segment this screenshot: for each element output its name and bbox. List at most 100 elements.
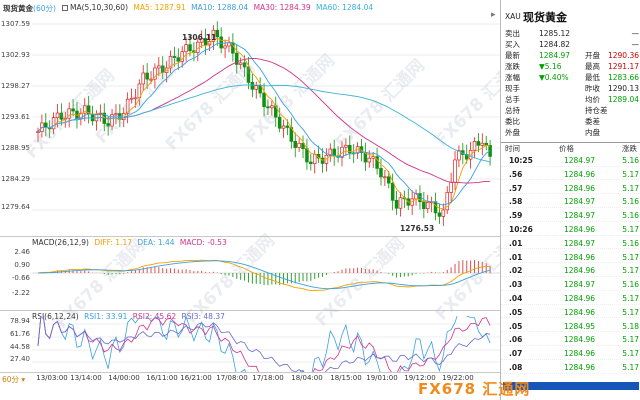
quote-label: 开盘 [585,51,600,60]
trade-change: 5.17 [622,294,639,303]
candle [348,144,352,154]
trade-time: .05 [509,307,523,317]
collapse-icon[interactable]: ▸ [491,10,496,20]
price-tick: 1284.29 [1,175,30,183]
low-annotation: 1276.53 [400,224,435,233]
trade-price: 1284.96 [563,307,595,317]
quote-row: 卖出 1285.12 — [501,29,640,39]
trade-change: 5.16 [622,238,639,248]
quote-row: 委比 委差 [501,117,640,127]
candle [188,44,192,52]
quote-label: 外盘 [505,128,520,137]
trade-list[interactable]: 10:25 1284.97 5.16 .56 1284.96 5.17 .57 1284.96… [501,156,640,380]
trade-price: 1284.96 [563,169,595,179]
rsi-chart[interactable] [32,316,500,372]
panel-header: XAU 现货黄金 ▸ [491,0,640,28]
trade-row[interactable]: .08 1284.96 5.17 [501,363,640,374]
trade-row[interactable]: 10:26 1284.96 5.17 [501,225,640,236]
candle [398,197,403,209]
time-tick: 18/15:00 [330,374,362,382]
candle [207,41,212,46]
quote-value: 1289.04 [607,95,639,104]
ma-checkbox-icon[interactable] [62,5,68,11]
trade-row[interactable]: .03 1284.97 5.16 [501,280,640,291]
trade-row[interactable]: .01 1284.96 5.17 [501,253,640,264]
quote-label: 买入 [505,40,520,49]
trade-header-row: 时间 价格 涨跌 [501,144,640,154]
ma-legend: MA(5,10,30,60) MA5: 1287.91 MA10: 1288.0… [70,3,373,12]
rsi-line [37,316,491,372]
quote-label: 内盘 [585,128,600,137]
price-tick: 1279.64 [1,203,30,211]
quote-row: 最新 1284.97 开盘 1290.36 [501,51,640,61]
trade-price: 1284.96 [563,335,595,345]
quote-row: 总手 均价 1289.04 [501,95,640,105]
trade-row[interactable]: .56 1284.96 5.17 [501,170,640,181]
divider [0,236,500,237]
trade-row[interactable]: .06 1284.96 5.17 [501,335,640,347]
candle [312,153,317,165]
trade-row[interactable]: .05 1284.96 5.17 [501,308,640,319]
divider [0,372,500,373]
candle [219,36,223,49]
quote-row: 买入 1284.82 — [501,40,640,50]
trade-row[interactable]: .57 1284.96 5.17 [501,184,640,195]
candle [445,192,449,211]
candle [301,142,305,149]
scrollbar[interactable] [503,382,639,390]
candle [199,38,204,43]
candle [242,62,247,68]
diff-line [37,259,491,291]
candle [172,56,177,58]
trade-row[interactable]: .02 1284.96 5.17 [501,266,640,278]
rsi-line [37,316,491,372]
candle [375,156,379,169]
trade-row[interactable]: .59 1284.97 5.16 [501,211,640,222]
high-annotation: 1306.11 [182,33,217,42]
time-tick: 16/11:00 [146,374,178,382]
quote-value: 1284.82 [539,40,571,49]
trade-time: .08 [509,363,523,372]
trade-time: .57 [509,183,523,193]
candle [235,52,239,65]
trade-row[interactable]: .58 1284.97 5.16 [501,197,640,209]
candlestick-chart[interactable] [32,16,500,234]
macd-diff: DIFF: 1.17 [94,238,133,247]
candle [457,150,461,161]
macd-chart[interactable] [32,246,500,308]
candle [293,140,297,148]
trade-time: .01 [509,252,523,262]
rsi2-value: RSI2: 45.62 [132,312,177,321]
chart-area[interactable]: 现货黄金(60分) MA(5,10,30,60) MA5: 1287.91 MA… [0,0,529,400]
divider [501,142,640,143]
candle [110,114,114,127]
quote-row: 外盘 内盘 [501,128,640,138]
trade-row[interactable]: .01 1284.97 5.16 [501,239,640,250]
candle [227,42,231,47]
period-label[interactable]: 60分 [35,4,53,13]
candle [266,106,270,109]
trade-change: 5.17 [622,183,639,193]
trade-row[interactable]: .07 1284.96 5.17 [501,349,640,360]
trade-price: 1284.96 [563,266,595,276]
trade-row[interactable]: 10:25 1284.97 5.16 [501,156,640,167]
trade-row[interactable]: .04 1284.96 5.17 [501,294,640,305]
trade-change: 5.16 [622,211,639,221]
trade-price: 1284.97 [563,211,595,221]
rsi3-value: RSI3: 48.37 [181,312,225,321]
candle [55,112,60,118]
rsi-tick: 78.94 [9,317,30,325]
quote-label: 卖出 [505,29,520,38]
quote-value: 1284.97 [539,51,571,60]
macd-value: MACD: -0.53 [179,238,227,247]
trade-price: 1284.96 [563,349,595,359]
candle [133,97,138,100]
quote-row: 涨跌 ▼5.16 最高 1291.17 [501,62,640,72]
trade-price: 1284.97 [563,238,595,248]
candle [90,113,95,122]
trade-row[interactable]: .05 1284.95 5.18 [501,322,640,333]
trade-price: 1284.96 [563,183,595,193]
period-selector[interactable]: 60分 ▾ [2,375,26,384]
time-tick: 19/22:00 [442,374,474,382]
time-tick: 13/03:00 [36,374,68,382]
